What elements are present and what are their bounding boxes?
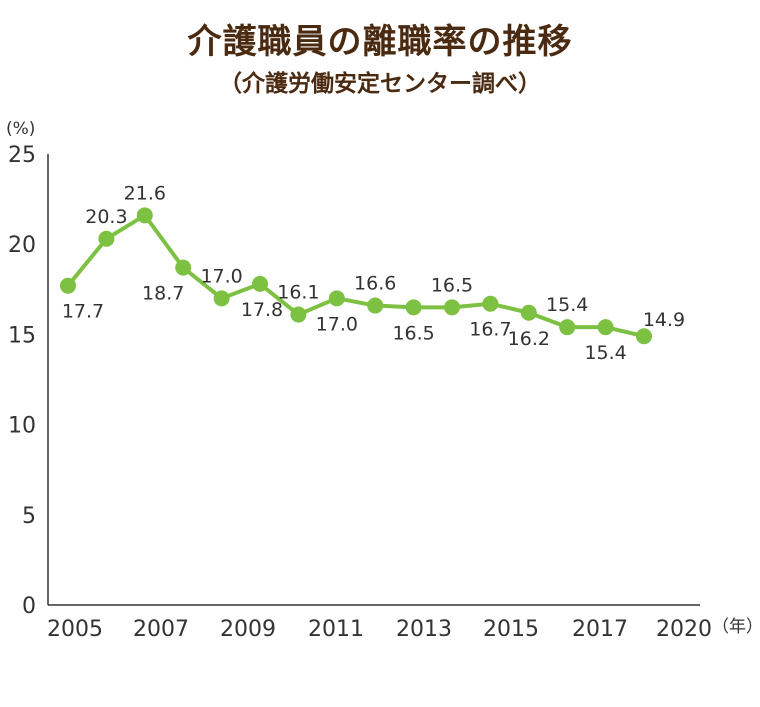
x-tick-label: 2013 xyxy=(396,617,452,642)
data-point xyxy=(636,328,652,345)
data-point xyxy=(175,259,192,276)
data-labels: 17.7 20.321.6 18.7 17.0 17.816.1 17.0 16.6 16.5… xyxy=(62,182,685,364)
chart-title: 介護職員の離職率の推移 xyxy=(187,22,573,62)
y-tick-label: 20 xyxy=(8,233,36,258)
data-points xyxy=(60,207,652,345)
y-tick-label: 25 xyxy=(8,143,36,168)
y-tick-label: 15 xyxy=(8,323,36,348)
x-tick-label: 2005 xyxy=(47,617,103,642)
data-point xyxy=(290,306,307,323)
data-label: 20.3 xyxy=(85,206,127,228)
x-tick-labels: 2005 2007 2009 2011 2013 2015 2017 2020 xyxy=(47,617,712,642)
y-tick-label: 0 xyxy=(22,594,36,619)
x-tick-label: 2009 xyxy=(220,617,276,642)
data-point xyxy=(328,290,345,307)
data-point xyxy=(597,319,614,336)
data-label: 14.9 xyxy=(643,309,685,331)
data-point xyxy=(444,299,460,316)
data-point xyxy=(520,304,537,321)
data-label: 16.5 xyxy=(431,274,473,296)
chart-subtitle: （介護労働安定センター調べ） xyxy=(219,71,541,97)
data-point xyxy=(213,290,230,307)
data-point xyxy=(98,230,115,247)
data-label: 16.6 xyxy=(354,273,396,295)
data-point xyxy=(60,277,76,294)
series-line-path xyxy=(66,213,645,339)
data-point xyxy=(482,295,499,312)
chart-axes: (%) （年） xyxy=(6,119,760,637)
y-axis-unit: (%) xyxy=(6,119,35,139)
data-label: 15.4 xyxy=(546,294,588,316)
x-tick-label: 2020 xyxy=(656,617,712,642)
x-tick-label: 2007 xyxy=(133,617,189,642)
y-tick-labels: 0 5 10 15 20 25 xyxy=(8,143,36,619)
data-point xyxy=(367,297,384,314)
data-label: 17.0 xyxy=(316,313,358,335)
x-tick-label: 2015 xyxy=(483,617,539,642)
data-label: 18.7 xyxy=(142,283,184,305)
data-point xyxy=(136,207,153,224)
data-label: 16.7 xyxy=(469,319,511,341)
data-label: 17.0 xyxy=(200,265,242,287)
data-point xyxy=(559,319,576,336)
data-label: 21.6 xyxy=(124,182,166,204)
y-tick-label: 10 xyxy=(8,414,36,439)
data-label: 16.5 xyxy=(392,322,434,344)
data-label: 17.8 xyxy=(241,299,283,321)
data-label: 17.7 xyxy=(62,301,104,323)
data-label: 15.4 xyxy=(584,342,626,364)
y-tick-label: 5 xyxy=(22,504,36,529)
x-tick-label: 2017 xyxy=(572,617,628,642)
x-tick-label: 2011 xyxy=(308,617,364,642)
series-line xyxy=(66,213,645,339)
data-label: 16.1 xyxy=(277,282,319,304)
data-point xyxy=(405,299,422,316)
data-label: 16.2 xyxy=(508,328,550,350)
x-axis-unit: （年） xyxy=(712,617,760,637)
data-point xyxy=(252,275,268,292)
